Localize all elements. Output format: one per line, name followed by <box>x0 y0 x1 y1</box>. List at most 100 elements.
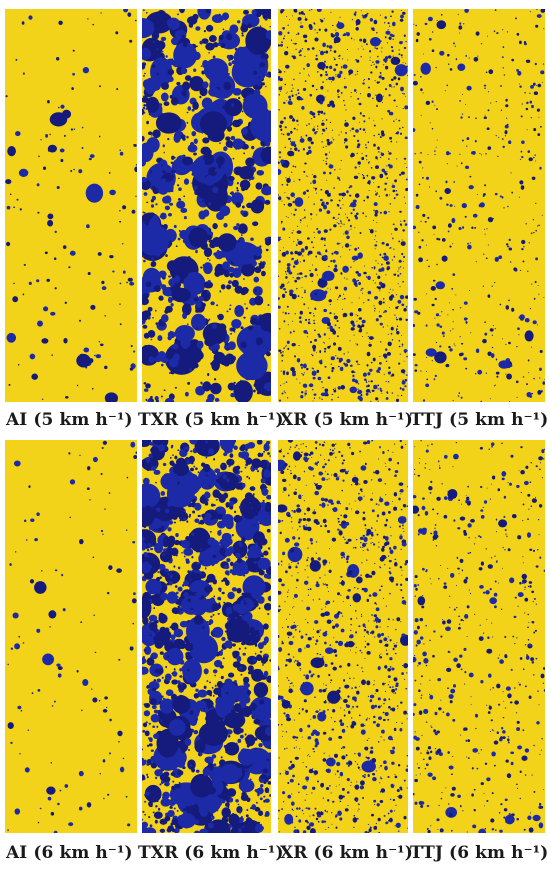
droplet-stain <box>340 256 342 258</box>
droplet-stain <box>351 717 353 719</box>
droplet-stain <box>382 535 386 539</box>
droplet-stain <box>225 140 234 148</box>
droplet-stain <box>373 614 377 618</box>
droplet-stain <box>174 103 178 106</box>
droplet-stain <box>260 727 263 730</box>
droplet-stain <box>191 362 199 369</box>
droplet-stain <box>280 370 282 372</box>
droplet-stain <box>208 87 220 97</box>
droplet-stain <box>308 196 310 198</box>
droplet-stain <box>126 476 129 479</box>
droplet-stain <box>183 195 186 198</box>
droplet-stain <box>171 638 175 643</box>
droplet-stain <box>176 809 179 812</box>
droplet-stain <box>202 495 205 498</box>
droplet-stain <box>460 116 463 119</box>
droplet-stain <box>373 19 378 25</box>
droplet-stain <box>278 151 282 154</box>
droplet-stain <box>542 381 545 385</box>
droplet-stain <box>293 593 298 598</box>
droplet-stain <box>291 293 297 300</box>
droplet-stain <box>537 285 539 286</box>
droplet-stain <box>15 551 17 553</box>
droplet-stain <box>81 709 83 712</box>
droplet-stain <box>243 98 245 100</box>
droplet-stain <box>144 493 155 503</box>
droplet-stain <box>376 286 379 289</box>
droplet-stain <box>284 126 287 129</box>
droplet-stain <box>384 712 389 716</box>
droplet-stain <box>190 578 192 581</box>
droplet-stain <box>36 512 40 516</box>
droplet-stain <box>536 9 538 10</box>
droplet-stain <box>381 392 383 394</box>
droplet-stain <box>337 217 339 219</box>
droplet-stain <box>345 507 349 511</box>
droplet-stain <box>388 307 390 309</box>
droplet-stain <box>298 51 301 54</box>
droplet-stain <box>256 169 265 176</box>
droplet-stain <box>535 257 538 261</box>
droplet-stain <box>142 818 144 821</box>
droplet-stain <box>160 92 169 102</box>
droplet-stain <box>371 614 373 616</box>
droplet-stain <box>337 298 339 300</box>
droplet-stain <box>441 311 443 313</box>
droplet-stain <box>402 267 404 269</box>
droplet-stain <box>367 141 370 144</box>
droplet-stain <box>351 687 353 690</box>
droplet-stain <box>380 585 383 588</box>
droplet-stain <box>439 50 445 56</box>
paper-xr-6kmh <box>278 440 408 833</box>
droplet-stain <box>308 139 310 142</box>
droplet-stain <box>485 372 487 374</box>
droplet-stain <box>307 149 312 154</box>
droplet-stain <box>231 460 234 462</box>
droplet-stain <box>361 45 363 47</box>
droplet-stain <box>536 108 540 112</box>
droplet-stain <box>355 343 357 345</box>
droplet-stain <box>379 136 382 139</box>
droplet-stain <box>311 457 313 458</box>
droplet-stain <box>530 85 534 89</box>
droplet-stain <box>217 313 224 321</box>
droplet-stain <box>372 61 374 63</box>
droplet-stain <box>342 312 348 318</box>
droplet-stain <box>349 446 351 449</box>
droplet-stain <box>338 134 340 136</box>
droplet-stain <box>385 261 390 265</box>
droplet-stain <box>284 83 287 86</box>
droplet-stain <box>516 69 519 72</box>
droplet-stain <box>342 479 345 482</box>
droplet-stain <box>115 31 119 35</box>
droplet-stain <box>390 326 394 331</box>
droplet-stain <box>183 548 194 556</box>
droplet-stain <box>435 341 438 344</box>
droplet-stain <box>323 342 325 344</box>
droplet-stain <box>169 282 175 287</box>
droplet-stain <box>288 565 292 569</box>
droplet-stain <box>307 250 313 255</box>
droplet-stain <box>253 718 261 725</box>
droplet-stain <box>155 112 182 134</box>
droplet-stain <box>422 399 426 402</box>
droplet-stain <box>379 40 382 43</box>
droplet-stain <box>57 666 63 671</box>
droplet-stain <box>261 554 264 558</box>
droplet-stain <box>374 310 376 312</box>
droplet-stain <box>190 141 195 147</box>
droplet-stain <box>393 255 396 258</box>
droplet-stain <box>535 24 539 28</box>
droplet-stain <box>348 186 351 189</box>
droplet-stain <box>308 457 310 460</box>
droplet-stain <box>213 659 223 668</box>
droplet-stain <box>385 193 389 197</box>
droplet-stain <box>356 617 358 619</box>
droplet-stain <box>47 100 50 104</box>
droplet-stain <box>226 181 229 184</box>
droplet-stain <box>351 255 359 261</box>
droplet-stain <box>200 548 202 551</box>
droplet-stain <box>394 179 397 183</box>
droplet-stain <box>344 468 346 470</box>
droplet-stain <box>300 395 304 399</box>
